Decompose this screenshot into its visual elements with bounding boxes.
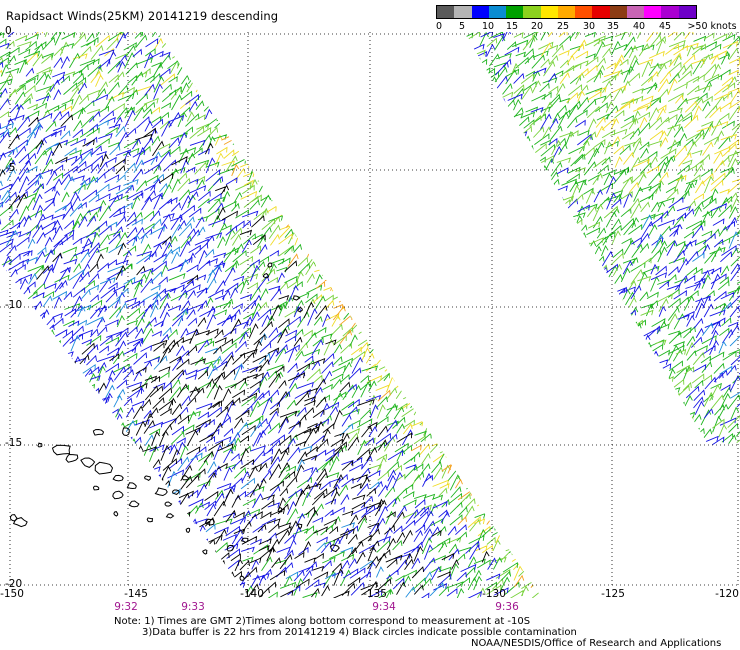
- legend-swatch-10: [609, 6, 627, 18]
- island-outline: [37, 442, 43, 448]
- island-outline: [202, 549, 208, 555]
- island-outline: [239, 575, 245, 581]
- island-outline: [164, 501, 173, 507]
- wind-barbs-group: [464, 32, 740, 448]
- time-label-1: 9:32: [114, 601, 138, 613]
- legend-swatch-7: [557, 6, 576, 18]
- island-outlines: [9, 262, 340, 581]
- island-outline: [204, 518, 215, 526]
- footer-note-line2: 3)Data buffer is 22 hrs from 20141219 4)…: [142, 627, 577, 638]
- island-outline: [277, 507, 283, 513]
- legend-tick-4: 20: [530, 21, 544, 32]
- island-outline: [262, 273, 270, 279]
- legend-swatch-12: [644, 6, 662, 18]
- time-label-4: 9:36: [495, 601, 519, 613]
- legend-tick-3: 15: [505, 21, 519, 32]
- time-label-3: 9:34: [372, 601, 396, 613]
- lon-label-m120: -120: [715, 588, 739, 600]
- wind-barbs-group: [0, 114, 490, 598]
- island-outline: [113, 511, 119, 517]
- island-outline: [226, 544, 235, 552]
- wind-barbs-group: [641, 214, 740, 399]
- island-outline: [94, 461, 114, 475]
- legend-tick-7: 35: [606, 21, 620, 32]
- wind-barbs-group: [0, 32, 542, 598]
- legend-swatch-13: [661, 6, 679, 18]
- island-outline: [267, 262, 273, 268]
- legend-tick-8: 40: [632, 21, 646, 32]
- lat-label-0: 0: [5, 25, 12, 37]
- island-outline: [112, 490, 124, 500]
- island-outline: [51, 444, 71, 456]
- island-outline: [126, 482, 137, 490]
- island-outline: [329, 544, 340, 553]
- wind-barbs-group: [464, 32, 740, 447]
- legend-swatch-2: [471, 6, 489, 18]
- island-outline: [297, 523, 303, 530]
- legend-swatch-5: [523, 6, 541, 18]
- island-outline: [65, 453, 79, 463]
- lon-label-m130: -130: [482, 588, 506, 600]
- legend-swatch-3: [488, 6, 507, 18]
- legend-swatch-14: [678, 6, 696, 18]
- island-outline: [165, 513, 175, 519]
- legend-swatch-9: [592, 6, 610, 18]
- island-outline: [92, 428, 105, 436]
- island-outline: [80, 457, 96, 468]
- island-outline: [12, 517, 28, 528]
- legend-tick-5: 25: [556, 21, 570, 32]
- legend-swatch-6: [540, 6, 558, 18]
- lat-label-m20: -20: [5, 578, 23, 590]
- wind-speed-color-legend: [436, 5, 697, 19]
- legend-tick-1: 5: [458, 21, 466, 32]
- island-outline: [146, 517, 154, 523]
- island-outline: [92, 485, 100, 491]
- island-outline: [112, 474, 124, 482]
- lon-label-m145: -145: [124, 588, 148, 600]
- lat-lon-grid: [0, 32, 740, 586]
- time-label-2: 9:33: [181, 601, 205, 613]
- wind-barbs-group: [221, 109, 542, 598]
- footer-credit: NOAA/NESDIS/Office of Research and Appli…: [471, 638, 722, 649]
- island-outline: [122, 427, 130, 437]
- footer-note-line1: Note: 1) Times are GMT 2)Times along bot…: [114, 616, 531, 627]
- lon-label-m135: -135: [363, 588, 387, 600]
- satellite-swath-left: [0, 32, 542, 598]
- lon-label-m150: -150: [0, 588, 24, 600]
- legend-swatch-8: [575, 6, 593, 18]
- lat-label-m10: -10: [5, 299, 23, 311]
- island-outline: [144, 475, 152, 482]
- island-outline: [185, 527, 191, 533]
- island-outline: [297, 306, 303, 313]
- legend-tick-9: 45: [658, 21, 672, 32]
- wind-barbs-group: [0, 32, 542, 598]
- legend-swatch-4: [506, 6, 524, 18]
- island-outline: [128, 500, 140, 508]
- legend-swatch-11: [626, 6, 645, 18]
- lat-label-m5: -5: [5, 162, 16, 174]
- lon-label-m125: -125: [601, 588, 625, 600]
- legend-swatch-1: [454, 6, 472, 18]
- lat-label-m15: -15: [5, 437, 23, 449]
- legend-tick-2: 10: [481, 21, 495, 32]
- wind-barbs-group: [464, 32, 740, 446]
- chart-title: Rapidsact Winds(25KM) 20141219 descendin…: [6, 9, 279, 23]
- legend-tick-10: >50 knots: [687, 21, 737, 32]
- lon-label-m140: -140: [240, 588, 264, 600]
- legend-tick-6: 30: [582, 21, 596, 32]
- island-outline: [172, 489, 180, 495]
- legend-tick-0: 0: [435, 21, 443, 32]
- island-outline: [181, 475, 190, 481]
- satellite-swath-right: [464, 32, 740, 448]
- island-outline: [154, 487, 168, 497]
- legend-swatch-0: [437, 6, 455, 18]
- island-outline: [240, 537, 249, 543]
- island-outline: [9, 514, 18, 522]
- island-outline: [292, 295, 301, 301]
- wind-barbs-group: [541, 32, 740, 201]
